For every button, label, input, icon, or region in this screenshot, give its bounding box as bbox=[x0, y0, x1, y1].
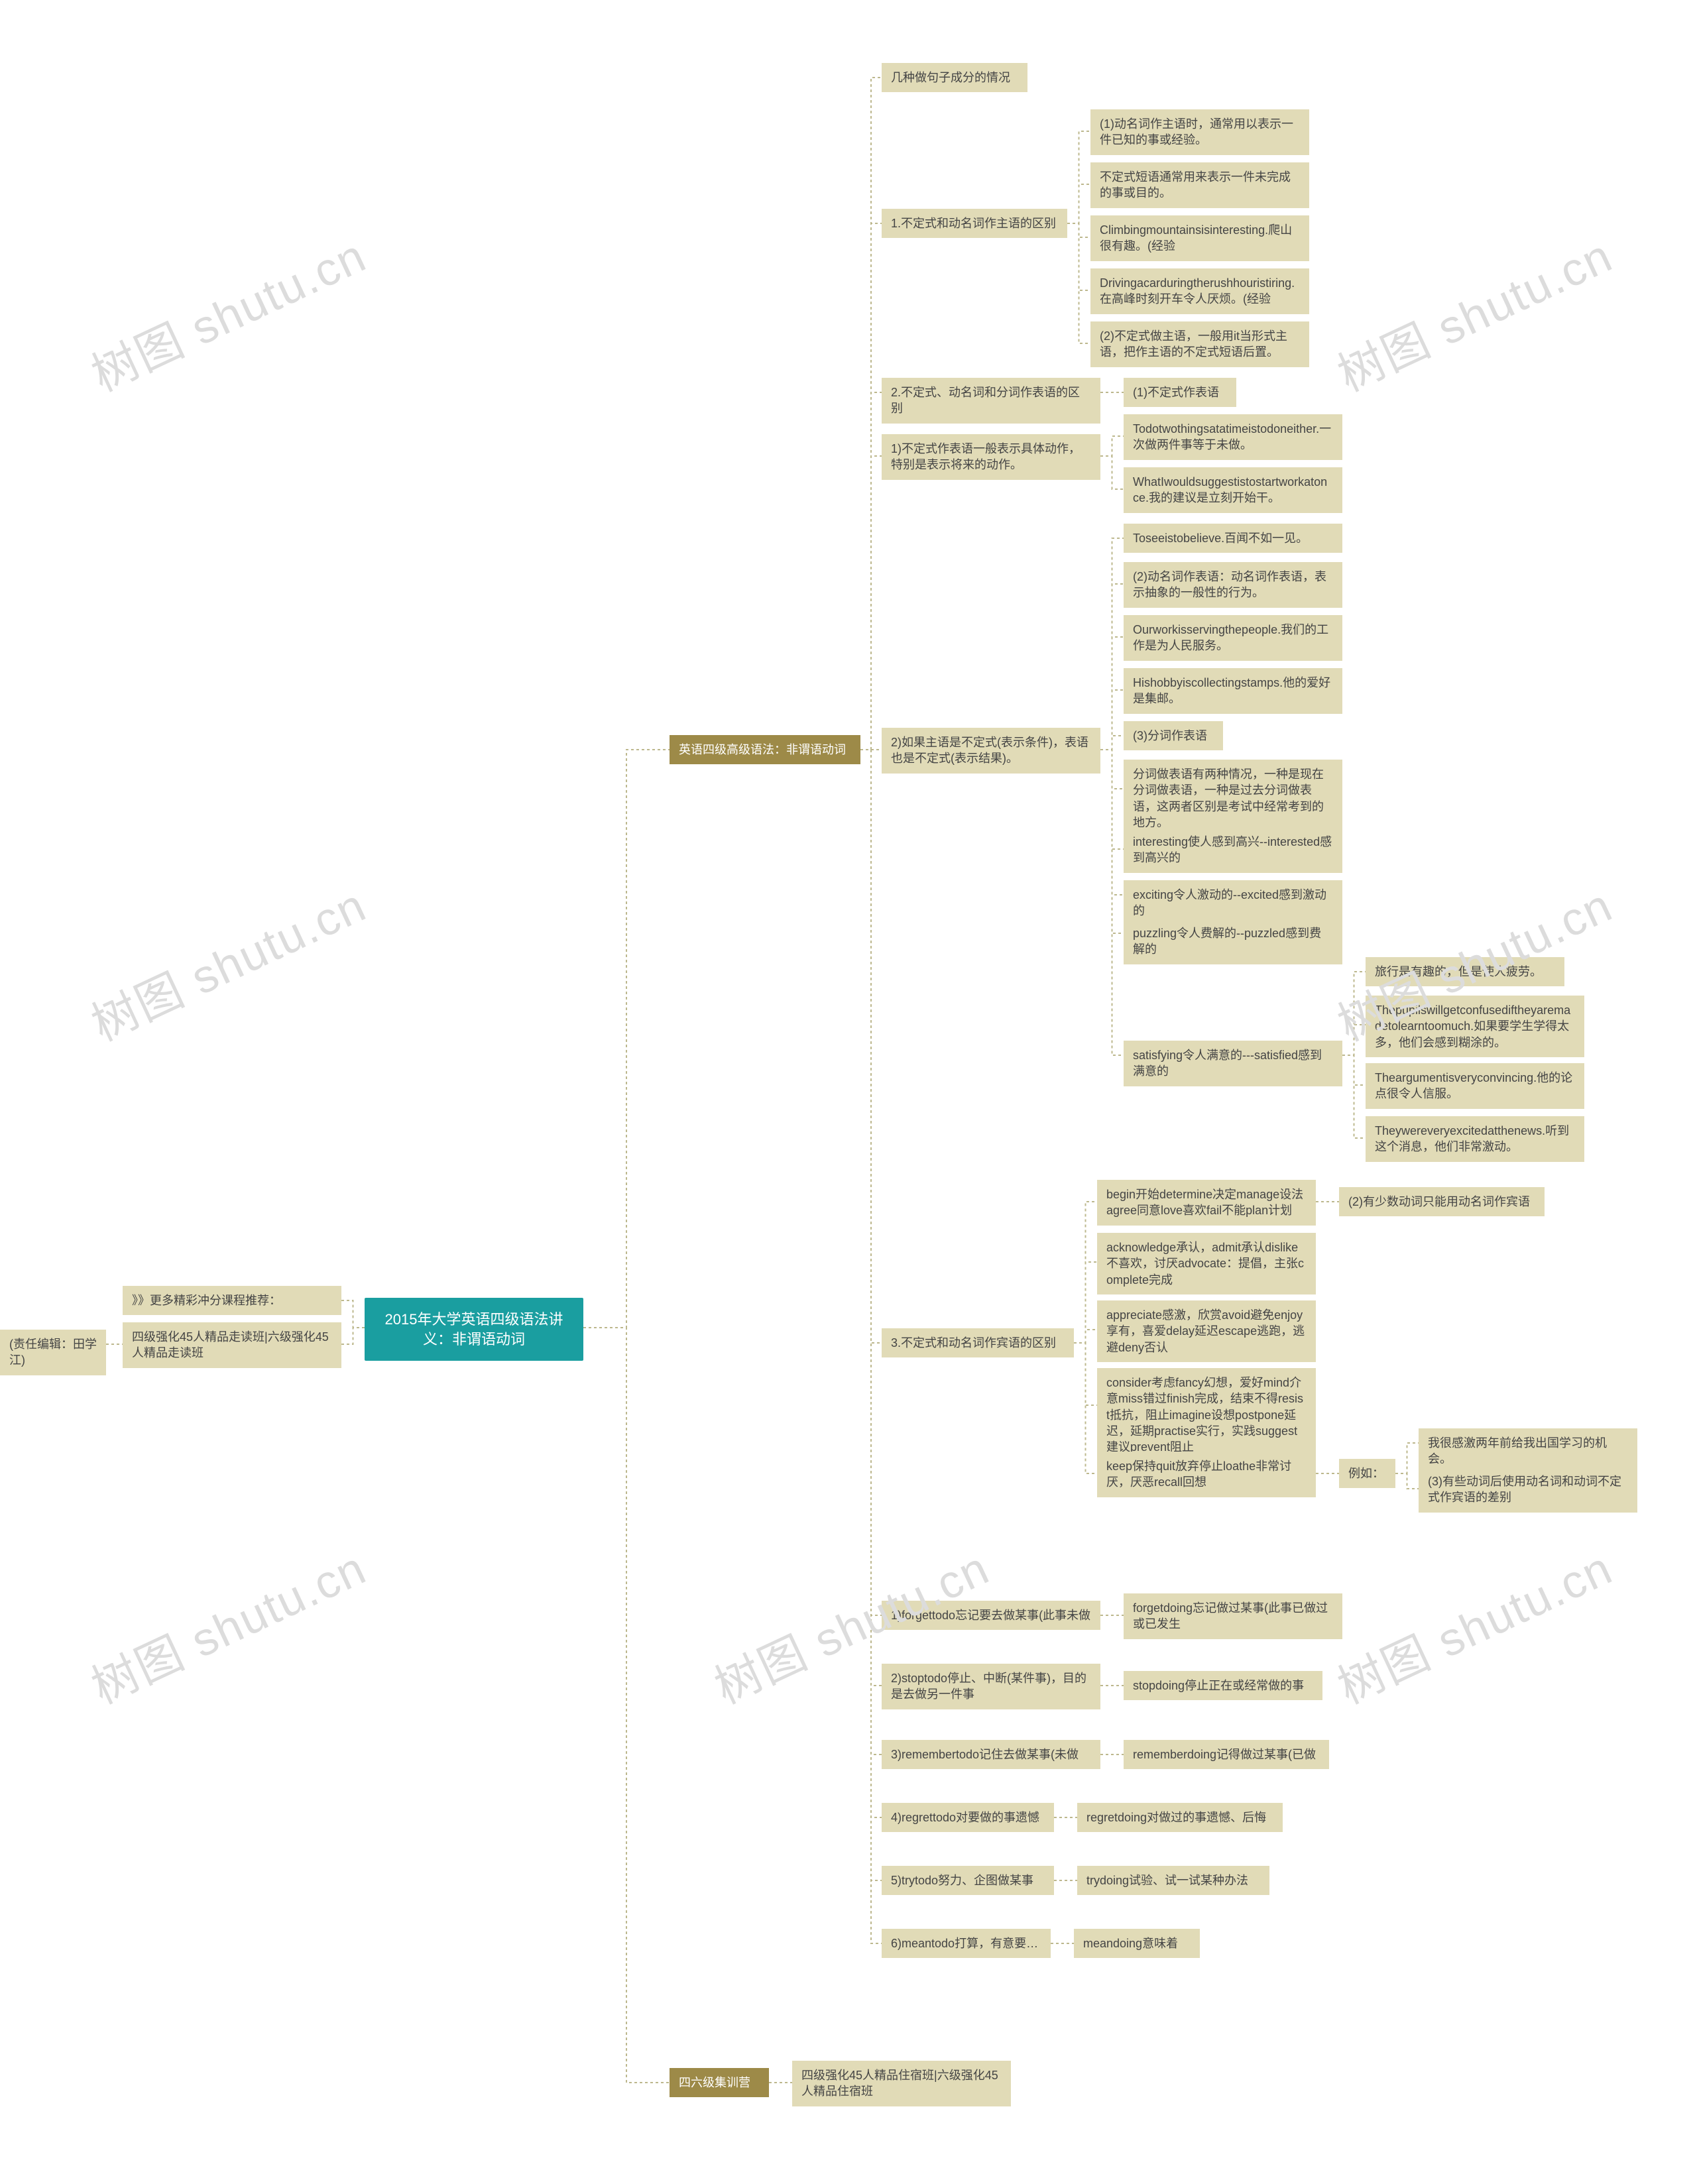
mindmap-node-n4_4: 4)regrettodo对要做的事遗憾 bbox=[882, 1803, 1054, 1832]
mindmap-node-sec1: 英语四级高级语法：非谓语动词 bbox=[670, 735, 860, 764]
mindmap-node-n4_5r: trydoing试验、试一试某种办法 bbox=[1077, 1866, 1269, 1895]
mindmap-node-n2_1a: Todotwothingsatatimeistodoneither.一次做两件事… bbox=[1124, 414, 1342, 460]
mindmap-node-n1c: Climbingmountainsisinteresting.爬山很有趣。(经验 bbox=[1090, 215, 1309, 261]
mindmap-node-n3c: appreciate感激，欣赏avoid避免enjoy享有，喜爱delay延迟e… bbox=[1097, 1300, 1316, 1362]
mindmap-node-n3: 3.不定式和动名词作宾语的区别 bbox=[882, 1328, 1074, 1357]
mindmap-node-n4_5: 5)trytodo努力、企图做某事 bbox=[882, 1866, 1054, 1895]
mindmap-node-n2_2j3: Theargumentisveryconvincing.他的论点很令人信服。 bbox=[1366, 1063, 1584, 1109]
mindmap-node-n1e: (2)不定式做主语，一般用it当形式主语，把作主语的不定式短语后置。 bbox=[1090, 321, 1309, 367]
mindmap-node-n3b: acknowledge承认，admit承认dislike不喜欢，讨厌advoca… bbox=[1097, 1233, 1316, 1294]
mindmap-node-root: 2015年大学英语四级语法讲义：非谓语动词 bbox=[365, 1298, 583, 1361]
mindmap-node-left2b: (责任编辑：田学江) bbox=[0, 1330, 106, 1375]
mindmap-node-n4_3: 3)remembertodo记住去做某事(未做 bbox=[882, 1740, 1100, 1769]
mindmap-node-n3a: begin开始determine决定manage设法agree同意love喜欢f… bbox=[1097, 1180, 1316, 1226]
mindmap-node-n1a: (1)动名词作主语时，通常用以表示一件已知的事或经验。 bbox=[1090, 109, 1309, 155]
mindmap-node-n2: 2.不定式、动名词和分词作表语的区别 bbox=[882, 378, 1100, 424]
mindmap-node-n4_1r: forgetdoing忘记做过某事(此事已做过或已发生 bbox=[1124, 1593, 1342, 1639]
mindmap-node-n1b: 不定式短语通常用来表示一件未完成的事或目的。 bbox=[1090, 162, 1309, 208]
mindmap-node-n2a: (1)不定式作表语 bbox=[1124, 378, 1236, 407]
watermark: 树图 shutu.cn bbox=[80, 1531, 376, 1717]
mindmap-node-n4_2: 2)stoptodo停止、中断(某件事)，目的是去做另一件事 bbox=[882, 1664, 1100, 1709]
mindmap-node-n2_2j1: 旅行是有趣的，但是使人疲劳。 bbox=[1366, 957, 1564, 986]
mindmap-node-n2_2e: (3)分词作表语 bbox=[1124, 721, 1223, 750]
mindmap-node-n2_2f: 分词做表语有两种情况，一种是现在分词做表语，一种是过去分词做表语，这两者区别是考… bbox=[1124, 760, 1342, 837]
mindmap-node-n3e: keep保持quit放弃停止loathe非常讨厌，厌恶recall回想 bbox=[1097, 1452, 1316, 1497]
mindmap-node-n2_2j2: Thepupilswillgetconfusediftheyaremadetol… bbox=[1366, 996, 1584, 1057]
mindmap-node-n2_1: 1)不定式作表语一般表示具体动作，特别是表示将来的动作。 bbox=[882, 434, 1100, 480]
mindmap-node-n2_2j: satisfying令人满意的---satisfied感到满意的 bbox=[1124, 1041, 1342, 1086]
mindmap-node-n2_2c: Ourworkisservingthepeople.我们的工作是为人民服务。 bbox=[1124, 615, 1342, 661]
mindmap-node-n2_2: 2)如果主语是不定式(表示条件)，表语也是不定式(表示结果)。 bbox=[882, 728, 1100, 774]
watermark: 树图 shutu.cn bbox=[1326, 1531, 1622, 1717]
mindmap-node-n4_4r: regretdoing对做过的事遗憾、后悔 bbox=[1077, 1803, 1283, 1832]
mindmap-node-n2_2g: interesting使人感到高兴--interested感到高兴的 bbox=[1124, 827, 1342, 873]
watermark: 树图 shutu.cn bbox=[80, 219, 376, 404]
mindmap-node-n2_1b: WhatIwouldsuggestistostartworkatonce.我的建… bbox=[1124, 467, 1342, 513]
watermark: 树图 shutu.cn bbox=[1326, 219, 1622, 404]
mindmap-node-n3a_r: (2)有少数动词只能用动名词作宾语 bbox=[1339, 1187, 1545, 1216]
mindmap-node-left2: 四级强化45人精品走读班|六级强化45人精品走读班 bbox=[123, 1322, 341, 1368]
mindmap-node-n2_2a: Toseeistobelieve.百闻不如一见。 bbox=[1124, 524, 1342, 553]
mindmap-node-n2_2b: (2)动名词作表语：动名词作表语，表示抽象的一般性的行为。 bbox=[1124, 562, 1342, 608]
mindmap-node-left1: 》》更多精彩冲分课程推荐： bbox=[123, 1286, 341, 1315]
mindmap-node-n1d: Drivingacarduringtherushhouristiring.在高峰… bbox=[1090, 268, 1309, 314]
mindmap-node-n4_2r: stopdoing停止正在或经常做的事 bbox=[1124, 1671, 1322, 1700]
mindmap-node-sec2: 四六级集训营 bbox=[670, 2068, 769, 2097]
mindmap-node-n4_6: 6)meantodo打算，有意要… bbox=[882, 1929, 1051, 1958]
mindmap-node-n4_3r: rememberdoing记得做过某事(已做 bbox=[1124, 1740, 1329, 1769]
mindmap-node-n3d: consider考虑fancy幻想，爱好mind介意miss错过finish完成… bbox=[1097, 1368, 1316, 1462]
mindmap-node-n4_1: 1)forgettodo忘记要去做某事(此事未做 bbox=[882, 1601, 1100, 1630]
mindmap-node-n3e_ex: 例如： bbox=[1339, 1459, 1395, 1488]
mindmap-node-n_jz: 几种做句子成分的情况 bbox=[882, 63, 1027, 92]
watermark: 树图 shutu.cn bbox=[80, 868, 376, 1054]
mindmap-node-n4_6r: meandoing意味着 bbox=[1074, 1929, 1200, 1958]
mindmap-node-n2_2d: Hishobbyiscollectingstamps.他的爱好是集邮。 bbox=[1124, 668, 1342, 714]
mindmap-node-n3e_ex2: (3)有些动词后使用动名词和动词不定式作宾语的差别 bbox=[1419, 1467, 1637, 1513]
mindmap-node-n2_2j4: Theywereveryexcitedatthenews.听到这个消息，他们非常… bbox=[1366, 1116, 1584, 1162]
mindmap-node-sec2_leaf: 四级强化45人精品住宿班|六级强化45人精品住宿班 bbox=[792, 2061, 1011, 2106]
mindmap-node-n2_2i: puzzling令人费解的--puzzled感到费解的 bbox=[1124, 919, 1342, 964]
mindmap-node-n1: 1.不定式和动名词作主语的区别 bbox=[882, 209, 1067, 238]
